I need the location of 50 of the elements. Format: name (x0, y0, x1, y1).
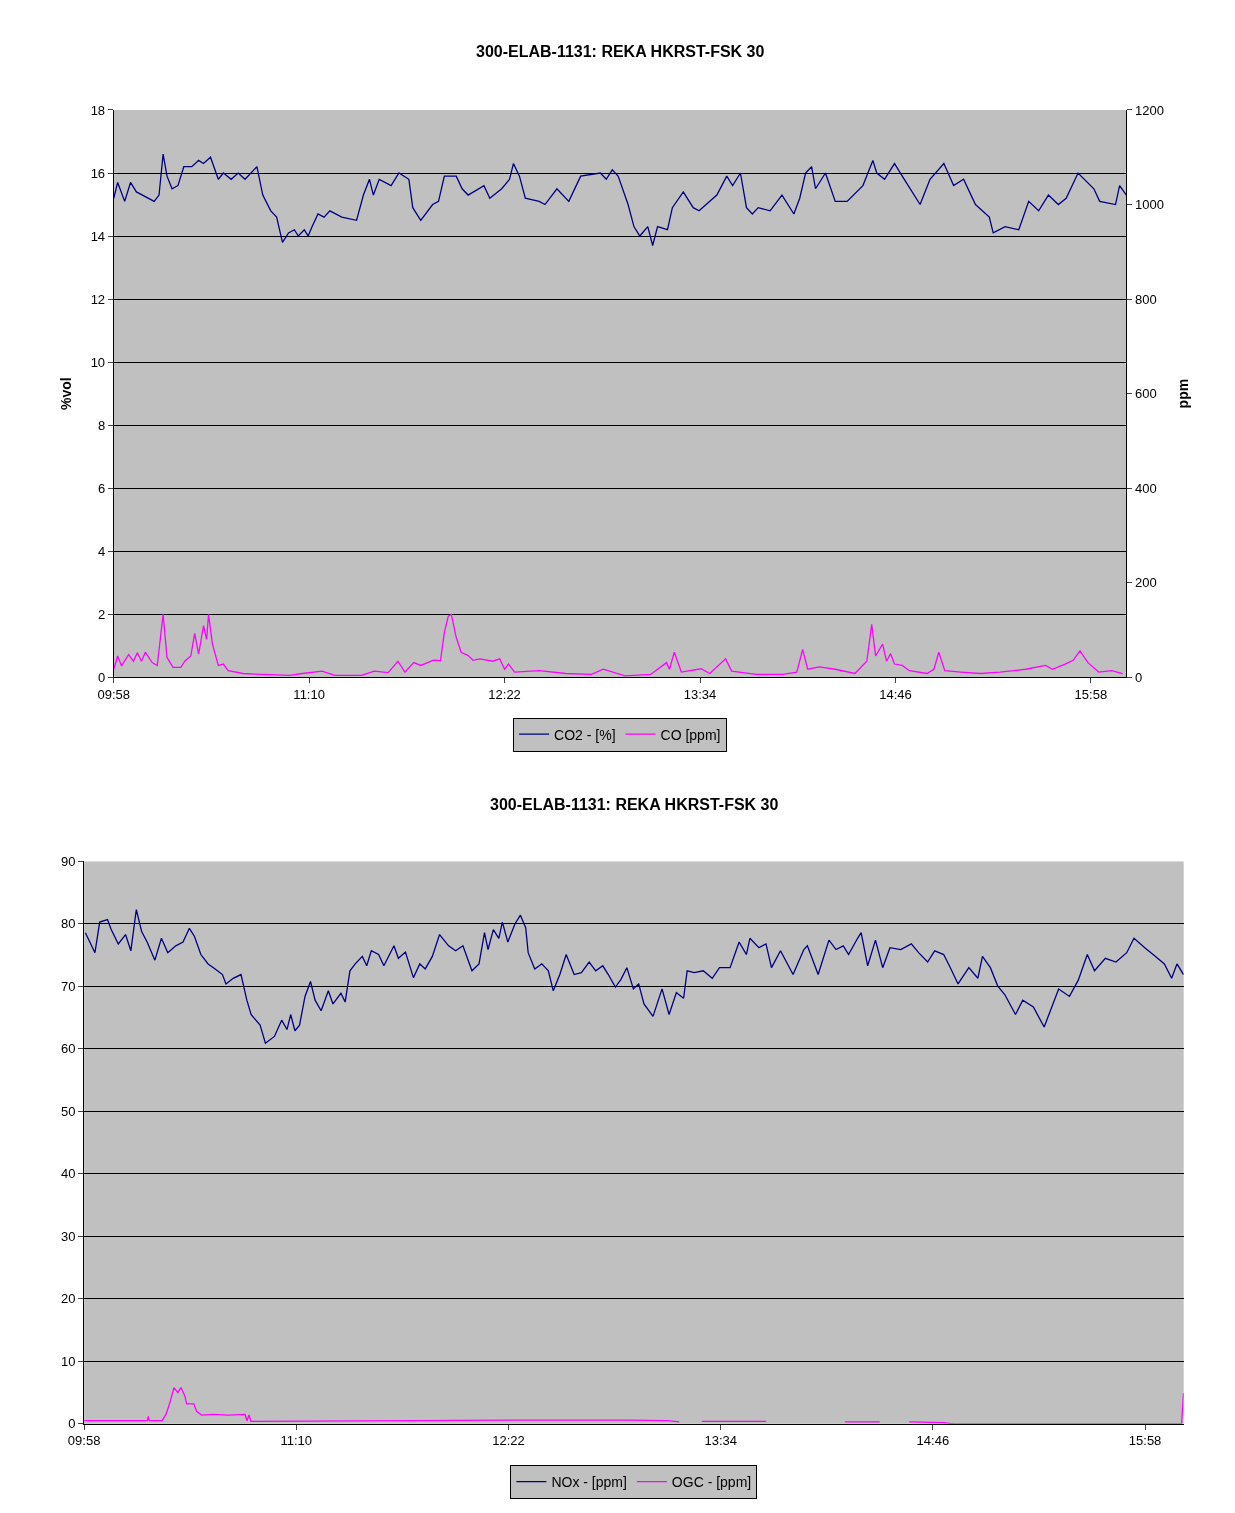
y-tick-label: 20 (61, 1291, 76, 1307)
y-tick-label: 40 (61, 1166, 76, 1182)
x-tick-label: 12:22 (492, 1433, 525, 1449)
y-tick-label: 90 (61, 853, 76, 869)
y-tick-label: 50 (61, 1103, 76, 1119)
x-tick-label: 14:46 (916, 1433, 950, 1449)
y-tick-label: 4 (97, 543, 106, 559)
x-tick-label: 15:58 (1128, 1433, 1162, 1449)
y-tick-label: 60 (61, 1041, 76, 1057)
y-tick-label: 80 (61, 916, 76, 932)
x-tick-label: 13:34 (683, 686, 717, 702)
y-tick-label: 0 (97, 669, 106, 685)
y2-tick-label: 400 (1135, 480, 1157, 496)
y-tick-label: 14 (90, 228, 106, 244)
x-tick-label: 15:58 (1074, 686, 1108, 702)
y2-tick-label: 600 (1135, 386, 1157, 402)
y-tick-label: 6 (97, 480, 106, 496)
y-tick-label: 10 (61, 1353, 76, 1369)
legend-label: NOx - [ppm] (551, 1474, 627, 1491)
line-series (113, 153, 1127, 247)
y-tick-label: 12 (90, 291, 106, 307)
legend-label: CO [ppm] (660, 726, 721, 743)
x-tick-label: 09:58 (97, 686, 130, 702)
x-tick-label: 09:58 (67, 1433, 101, 1449)
x-tick-label: 14:46 (879, 686, 912, 702)
line-series (113, 613, 1124, 677)
y2-tick-label: 0 (1135, 669, 1143, 685)
line-series (84, 908, 1184, 1044)
chart-title: 300-ELAB-1131: REKA HKRST-FSK 30 (476, 43, 765, 60)
chart-title: 300-ELAB-1131: REKA HKRST-FSK 30 (490, 796, 779, 813)
y2-axis-title: ppm (1175, 378, 1192, 409)
y-tick-label: 10 (90, 354, 106, 370)
x-tick-label: 11:10 (293, 686, 325, 702)
y-tick-label: 70 (61, 978, 76, 994)
x-tick-label: 12:22 (488, 686, 521, 702)
legend-label: CO2 - [%] (554, 726, 616, 743)
y-tick-label: 16 (90, 165, 106, 181)
legend-label: OGC - [ppm] (671, 1474, 752, 1491)
y-tick-label: 0 (68, 1416, 76, 1432)
y2-tick-label: 800 (1135, 291, 1157, 307)
y-tick-label: 2 (97, 606, 106, 622)
y-axis-title: %vol (58, 377, 75, 410)
x-tick-label: 11:10 (280, 1433, 313, 1449)
y-tick-label: 8 (97, 417, 106, 433)
y2-tick-label: 200 (1135, 575, 1157, 591)
x-tick-label: 13:34 (704, 1433, 737, 1449)
y-tick-label: 30 (61, 1228, 76, 1244)
y-tick-label: 18 (90, 102, 106, 118)
y2-tick-label: 1000 (1135, 197, 1164, 213)
y2-tick-label: 1200 (1135, 102, 1164, 118)
